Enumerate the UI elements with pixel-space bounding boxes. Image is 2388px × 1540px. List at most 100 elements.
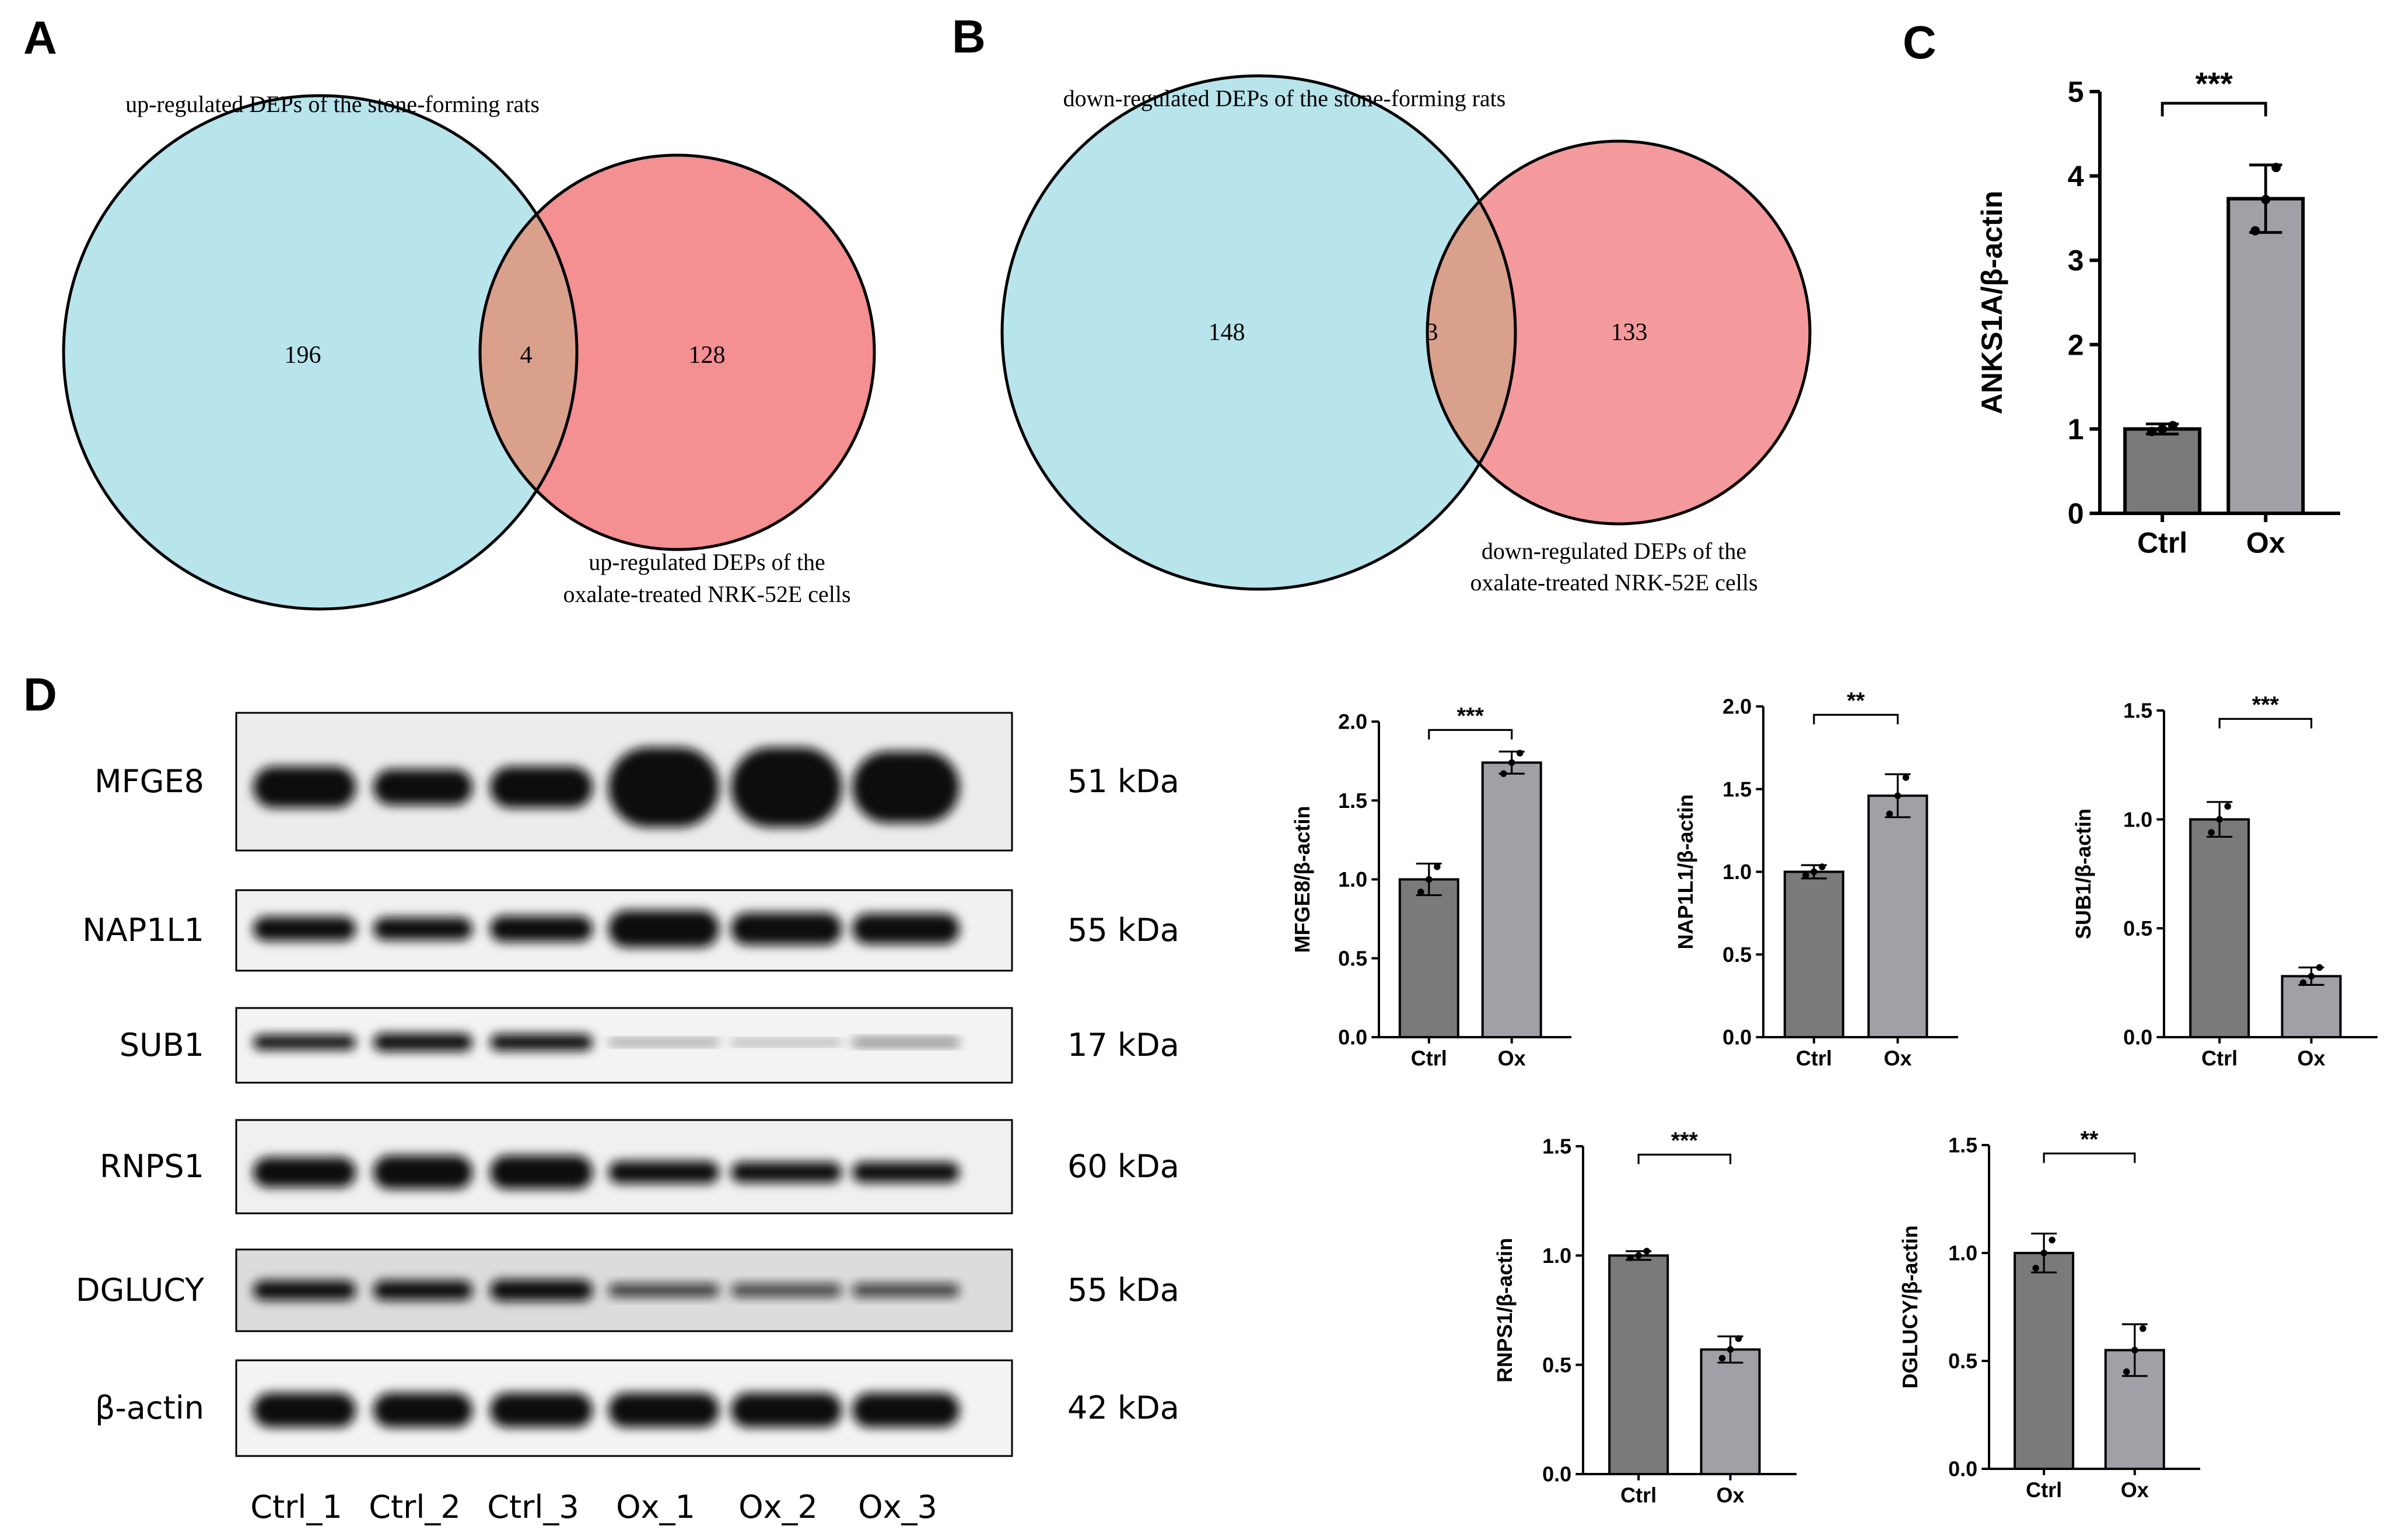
venn-b-left-count: 148 bbox=[1209, 319, 1245, 346]
blot-protein-label: RNPS1 bbox=[100, 1148, 204, 1185]
y-tick-label: 0.5 bbox=[1542, 1353, 1571, 1377]
y-tick-label: 1.5 bbox=[1338, 789, 1367, 813]
bar-ctrl bbox=[2014, 1252, 2075, 1470]
blot-band bbox=[608, 1283, 719, 1297]
blot-lane-label: Ox_2 bbox=[738, 1489, 818, 1525]
venn-diagram-b: down-regulated DEPs of the stone-forming… bbox=[1000, 74, 1812, 596]
blot-band bbox=[253, 916, 356, 941]
significance-label: ** bbox=[1847, 688, 1865, 714]
significance-label: ** bbox=[2081, 1127, 2099, 1153]
blot-protein-label: SUB1 bbox=[120, 1027, 204, 1063]
y-tick-label: 0.0 bbox=[1338, 1026, 1367, 1049]
y-tick-label: 1 bbox=[2068, 413, 2084, 446]
blot-row: DGLUCY 55 kDa bbox=[76, 1248, 1179, 1332]
bar-chart-mfge8: 0.0 0.5 1.0 1.5 2.0 MFGE8/β-actin Ctrl Ox *** bbox=[1290, 704, 1571, 1070]
x-tick-label: Ox bbox=[1717, 1483, 1745, 1507]
panel-letter-d: D bbox=[23, 668, 57, 720]
data-point bbox=[1434, 863, 1441, 870]
bar-ctrl bbox=[2189, 818, 2250, 1038]
y-tick-label: 3 bbox=[2068, 244, 2084, 277]
data-point bbox=[1627, 1254, 1634, 1261]
data-point bbox=[2040, 1250, 2047, 1256]
bar-ox bbox=[1481, 761, 1542, 1038]
significance-label: *** bbox=[2252, 692, 2280, 718]
venn-b-right-count: 133 bbox=[1611, 319, 1648, 346]
data-point bbox=[2168, 421, 2178, 430]
bar-ox bbox=[1700, 1348, 1761, 1475]
y-axis-label: SUB1/β-actin bbox=[2071, 808, 2095, 939]
y-axis-label: NAP1L1/β-actin bbox=[1673, 794, 1697, 949]
blot-protein-label: MFGE8 bbox=[94, 763, 204, 800]
blot-band bbox=[852, 1038, 960, 1046]
data-point bbox=[1902, 774, 1910, 781]
blot-band bbox=[731, 1392, 842, 1427]
data-point bbox=[2131, 1346, 2138, 1354]
data-point bbox=[1886, 810, 1893, 818]
venn-a-left-circle bbox=[64, 96, 577, 609]
y-tick-label: 0.0 bbox=[1722, 1026, 1752, 1049]
data-point bbox=[1727, 1346, 1734, 1353]
data-point bbox=[1643, 1248, 1650, 1255]
data-point bbox=[1500, 770, 1507, 778]
bar-chart-sub1: 0.0 0.5 1.0 1.5 SUB1/β-actin Ctrl Ox *** bbox=[2071, 692, 2378, 1070]
blot-kda-label: 55 kDa bbox=[1067, 1272, 1179, 1308]
panel-letter-c: C bbox=[1903, 16, 1937, 68]
data-point bbox=[2147, 426, 2157, 436]
blot-band bbox=[373, 1155, 472, 1189]
blot-band bbox=[490, 1392, 593, 1427]
venn-b-right-circle bbox=[1427, 141, 1810, 524]
y-tick-label: 0.5 bbox=[1338, 946, 1367, 970]
x-tick-label: Ox bbox=[2298, 1046, 2326, 1070]
bar-ctrl bbox=[1398, 878, 1459, 1038]
venn-diagram-a: up-regulated DEPs of the stone-forming r… bbox=[62, 91, 876, 611]
blot-kda-label: 42 kDa bbox=[1067, 1390, 1179, 1426]
bar-chart-dglucy: 0.0 0.5 1.0 1.5 DGLUCY/β-actin Ctrl Ox ** bbox=[1898, 1127, 2200, 1502]
blot-band bbox=[852, 1392, 960, 1427]
blot-band bbox=[608, 1039, 719, 1045]
y-axis-label: ANKS1A/β-actin bbox=[1976, 191, 2008, 414]
x-tick-label: Ctrl bbox=[1411, 1046, 1447, 1070]
bar-charts: 0 1 2 3 4 5 ANKS1A/β-actin Ctrl Ox *** 0.0 0.5 1.0 1.… bbox=[1290, 65, 2378, 1507]
data-point bbox=[2316, 964, 2323, 971]
venn-a-right-label-line1: up-regulated DEPs of the bbox=[589, 549, 825, 575]
x-tick-label: Ctrl bbox=[1796, 1046, 1832, 1070]
blot-band bbox=[253, 766, 356, 808]
y-tick-label: 0.5 bbox=[1722, 943, 1752, 967]
blot-band bbox=[490, 766, 593, 808]
significance-bracket bbox=[2218, 718, 2313, 729]
bar-ctrl bbox=[1608, 1254, 1669, 1475]
data-point bbox=[1802, 872, 1809, 878]
y-tick-label: 1.5 bbox=[1542, 1135, 1571, 1158]
blot-band bbox=[373, 1033, 472, 1052]
data-point bbox=[2261, 195, 2271, 205]
bar-ox bbox=[1867, 794, 1928, 1038]
venn-b-right-label-line1: down-regulated DEPs of the bbox=[1482, 538, 1746, 564]
x-tick-label: Ctrl bbox=[2201, 1046, 2238, 1070]
y-tick-label: 4 bbox=[2068, 160, 2084, 192]
data-point bbox=[1635, 1252, 1642, 1259]
blot-band bbox=[253, 1035, 356, 1050]
x-tick-label: Ctrl bbox=[1620, 1483, 1657, 1507]
data-point bbox=[1508, 759, 1515, 766]
blot-band bbox=[731, 1040, 842, 1045]
blot-protein-label: DGLUCY bbox=[76, 1272, 205, 1308]
blot-band bbox=[852, 751, 960, 823]
x-tick-label: Ox bbox=[2121, 1478, 2149, 1502]
data-point bbox=[2271, 163, 2281, 173]
blot-band bbox=[731, 1283, 842, 1297]
significance-bracket bbox=[1637, 1153, 1732, 1164]
y-tick-label: 0.0 bbox=[1948, 1457, 1977, 1481]
y-tick-label: 1.0 bbox=[1722, 860, 1752, 884]
data-point bbox=[2140, 1325, 2147, 1332]
blot-band bbox=[253, 1157, 356, 1188]
venn-a-left-count: 196 bbox=[285, 342, 321, 369]
venn-b-left-label: down-regulated DEPs of the stone-forming… bbox=[1063, 85, 1506, 111]
y-axis-label: MFGE8/β-actin bbox=[1290, 806, 1314, 953]
y-tick-label: 0.0 bbox=[1542, 1462, 1571, 1486]
y-tick-label: 1.5 bbox=[1722, 777, 1752, 801]
venn-a-right-label-line2: oxalate-treated NRK-52E cells bbox=[563, 581, 850, 607]
significance-bracket bbox=[1428, 729, 1513, 740]
data-point bbox=[2216, 816, 2223, 823]
blot-band bbox=[490, 1279, 593, 1301]
blot-band bbox=[253, 1392, 356, 1427]
